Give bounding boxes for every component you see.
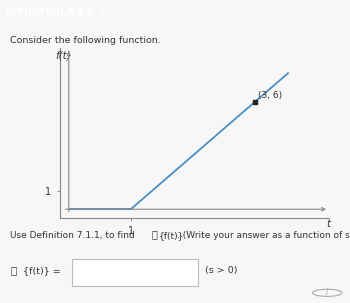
Text: t: t <box>326 219 330 229</box>
Text: . (Write your answer as a function of s.): . (Write your answer as a function of s.… <box>177 231 350 240</box>
Text: ℒ: ℒ <box>10 266 17 275</box>
FancyBboxPatch shape <box>72 259 198 286</box>
Text: Consider the following function.: Consider the following function. <box>10 36 161 45</box>
Text: i: i <box>326 288 328 297</box>
Text: ℒ: ℒ <box>151 231 157 240</box>
Text: Use Definition 7.1.1, to find: Use Definition 7.1.1, to find <box>10 231 138 240</box>
Text: {f(t)} =: {f(t)} = <box>23 266 61 275</box>
Text: (3, 6): (3, 6) <box>258 91 282 100</box>
Text: DEFINITION 7.1.1: DEFINITION 7.1.1 <box>5 8 93 17</box>
Text: Laplace Transform: Laplace Transform <box>61 8 144 17</box>
Text: (s > 0): (s > 0) <box>205 266 237 275</box>
Text: {f(t)}: {f(t)} <box>159 231 185 240</box>
Text: f(t): f(t) <box>55 50 71 60</box>
